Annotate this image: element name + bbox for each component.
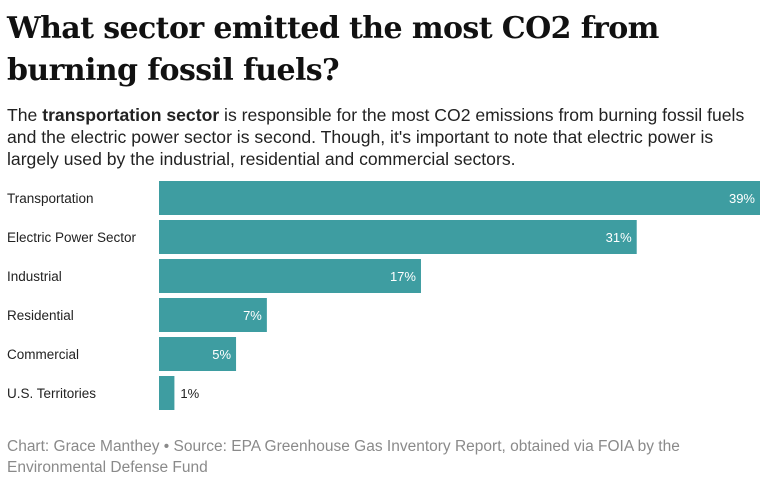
bar: [159, 181, 760, 215]
data-label: 7%: [243, 308, 262, 323]
data-label: 31%: [606, 230, 632, 245]
subtitle-emphasis: transportation sector: [42, 105, 220, 125]
bar: [159, 376, 175, 410]
chart-title: What sector emitted the most CO2 from bu…: [7, 11, 659, 88]
data-label: 39%: [729, 191, 755, 206]
category-label: Electric Power Sector: [7, 230, 137, 245]
bar: [159, 337, 237, 371]
category-label: Transportation: [7, 191, 94, 206]
bar: [159, 259, 421, 293]
chart-source-credit: Chart: Grace Manthey • Source: EPA Green…: [7, 438, 680, 476]
category-label: Industrial: [7, 269, 62, 284]
data-label: 17%: [390, 269, 416, 284]
category-label: U.S. Territories: [7, 386, 96, 401]
subtitle-intro: The: [7, 105, 43, 125]
data-label: 1%: [180, 386, 199, 401]
category-label: Commercial: [7, 347, 79, 362]
category-label: Residential: [7, 308, 74, 323]
bar: [159, 298, 267, 332]
chart-subtitle: The transportation sector is responsible…: [7, 104, 763, 170]
subtitle-body: is responsible for the most CO2 emission…: [7, 105, 745, 169]
data-label: 5%: [212, 347, 231, 362]
bar: [159, 220, 637, 254]
bar-chart: Transportation 39% Electric Power Sector 31…: [7, 181, 760, 410]
